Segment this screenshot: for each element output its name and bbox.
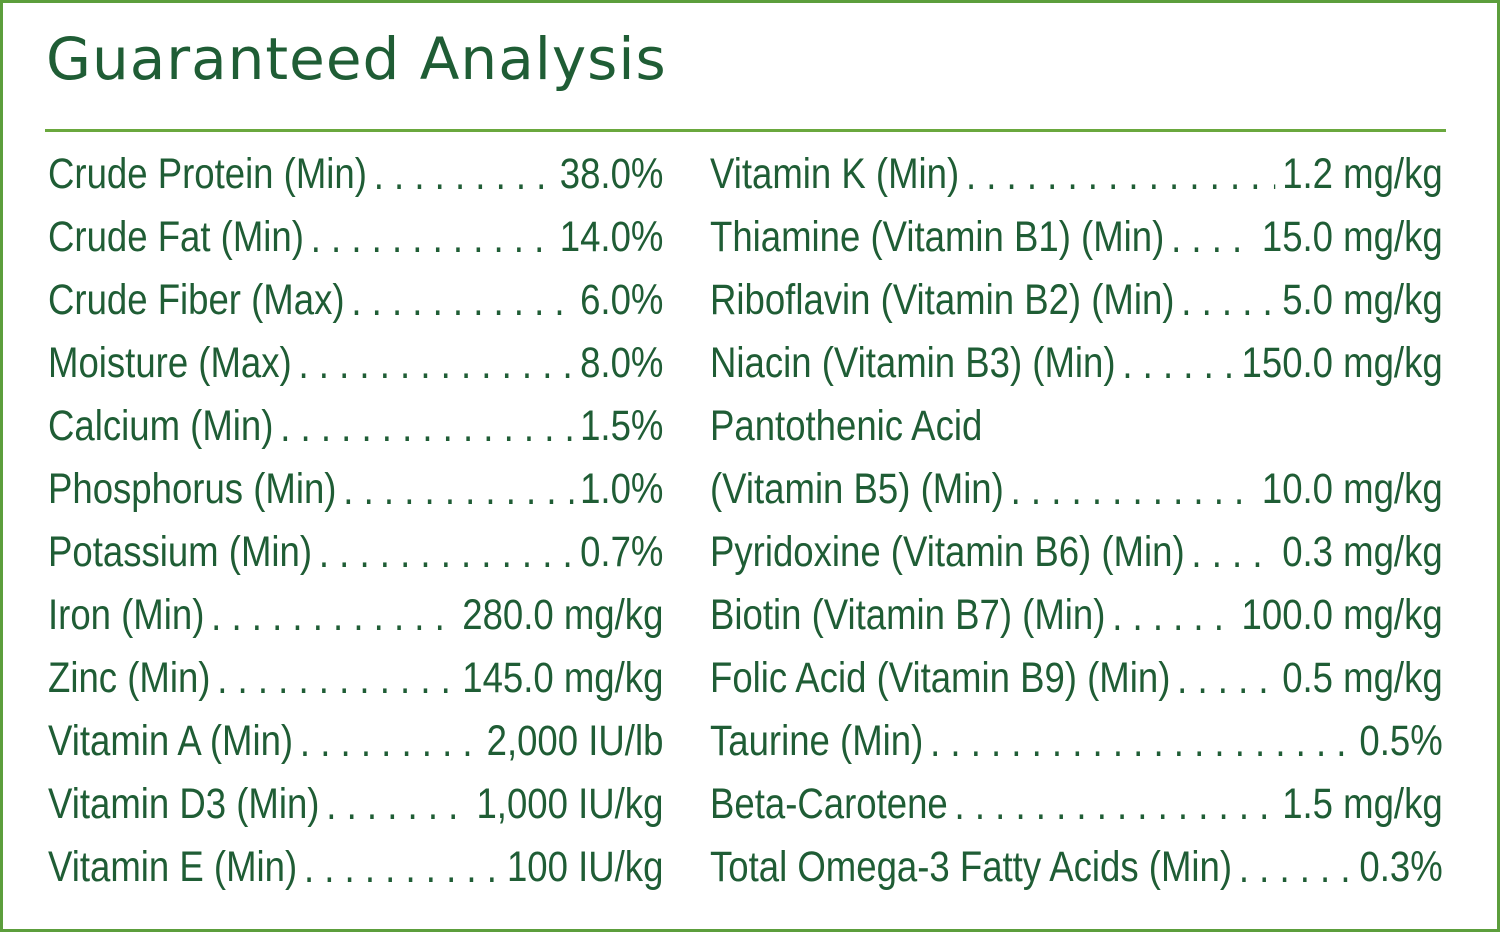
label: Niacin (Vitamin B3) (Min) bbox=[710, 339, 1116, 387]
value: 14.0% bbox=[559, 213, 664, 261]
leader bbox=[1122, 339, 1234, 389]
value: 1.0% bbox=[580, 465, 664, 513]
label: Biotin (Vitamin B7) (Min) bbox=[710, 591, 1106, 639]
leader bbox=[955, 780, 1276, 830]
value: 2,000 IU/lb bbox=[486, 717, 664, 765]
label: Zinc (Min) bbox=[48, 654, 211, 702]
row: Beta-Carotene 1.5 mg/kg bbox=[710, 773, 1443, 836]
label: Moisture (Max) bbox=[48, 339, 292, 387]
label: Calcium (Min) bbox=[48, 402, 274, 450]
row: Niacin (Vitamin B3) (Min) 150.0 mg/kg bbox=[710, 332, 1443, 395]
value: 38.0% bbox=[559, 150, 664, 198]
label: (Vitamin B5) (Min) bbox=[710, 465, 1004, 513]
value: 6.0% bbox=[580, 276, 664, 324]
leader bbox=[930, 717, 1353, 767]
divider bbox=[45, 129, 1446, 132]
label: Potassium (Min) bbox=[48, 528, 313, 576]
leader bbox=[311, 213, 553, 263]
label: Beta-Carotene bbox=[710, 780, 948, 828]
row: Crude Fat (Min) 14.0% bbox=[48, 206, 663, 269]
label: Pyridoxine (Vitamin B6) (Min) bbox=[710, 528, 1185, 576]
column: Vitamin K (Min) 1.2 mg/kg Thiamine (Vitami… bbox=[710, 143, 1443, 899]
label: Vitamin K (Min) bbox=[710, 150, 960, 198]
label: Pantothenic Acid bbox=[710, 402, 983, 450]
value: 10.0 mg/kg bbox=[1261, 465, 1443, 513]
row: Iron (Min) 280.0 mg/kg bbox=[48, 584, 663, 647]
leader bbox=[351, 276, 573, 326]
leader bbox=[319, 528, 573, 578]
value: 0.3 mg/kg bbox=[1282, 528, 1443, 576]
value: 100 IU/kg bbox=[506, 843, 664, 891]
leader bbox=[966, 150, 1275, 200]
label: Phosphorus (Min) bbox=[48, 465, 337, 513]
row: Total Omega-3 Fatty Acids (Min) 0.3% bbox=[710, 836, 1443, 899]
row: (Vitamin B5) (Min) 10.0 mg/kg bbox=[710, 458, 1443, 521]
value: 1.2 mg/kg bbox=[1282, 150, 1443, 198]
row: Calcium (Min) 1.5% bbox=[48, 395, 663, 458]
label: Riboflavin (Vitamin B2) (Min) bbox=[710, 276, 1175, 324]
row: Pantothenic Acid bbox=[710, 395, 1443, 458]
row: Crude Protein (Min) 38.0% bbox=[48, 143, 663, 206]
leader bbox=[1112, 591, 1235, 641]
value: 1.5% bbox=[580, 402, 664, 450]
row: Vitamin E (Min) 100 IU/kg bbox=[48, 836, 663, 899]
leader bbox=[217, 654, 455, 704]
value: 5.0 mg/kg bbox=[1282, 276, 1443, 324]
leader bbox=[1239, 843, 1353, 893]
value: 0.7% bbox=[580, 528, 664, 576]
row: Taurine (Min) 0.5% bbox=[710, 710, 1443, 773]
leader bbox=[374, 150, 553, 200]
label: Iron (Min) bbox=[48, 591, 205, 639]
row: Vitamin K (Min) 1.2 mg/kg bbox=[710, 143, 1443, 206]
row: Pyridoxine (Vitamin B6) (Min) 0.3 mg/kg bbox=[710, 521, 1443, 584]
leader bbox=[280, 402, 573, 452]
leader bbox=[211, 591, 455, 641]
row: Biotin (Vitamin B7) (Min) 100.0 mg/kg bbox=[710, 584, 1443, 647]
row: Riboflavin (Vitamin B2) (Min) 5.0 mg/kg bbox=[710, 269, 1443, 332]
label: Vitamin D3 (Min) bbox=[48, 780, 320, 828]
leader bbox=[1177, 654, 1275, 704]
row: Moisture (Max) 8.0% bbox=[48, 332, 663, 395]
label: Folic Acid (Vitamin B9) (Min) bbox=[710, 654, 1171, 702]
value: 0.5 mg/kg bbox=[1282, 654, 1443, 702]
row: Folic Acid (Vitamin B9) (Min) 0.5 mg/kg bbox=[710, 647, 1443, 710]
label: Crude Fiber (Max) bbox=[48, 276, 345, 324]
label: Vitamin A (Min) bbox=[48, 717, 294, 765]
row: Vitamin D3 (Min) 1,000 IU/kg bbox=[48, 773, 663, 836]
row: Zinc (Min) 145.0 mg/kg bbox=[48, 647, 663, 710]
label: Taurine (Min) bbox=[710, 717, 924, 765]
value: 145.0 mg/kg bbox=[462, 654, 664, 702]
value: 0.5% bbox=[1359, 717, 1443, 765]
value: 15.0 mg/kg bbox=[1261, 213, 1443, 261]
leader bbox=[1181, 276, 1275, 326]
value: 150.0 mg/kg bbox=[1241, 339, 1443, 387]
label: Crude Fat (Min) bbox=[48, 213, 304, 261]
label: Vitamin E (Min) bbox=[48, 843, 298, 891]
leader bbox=[1011, 465, 1255, 515]
value: 0.3% bbox=[1359, 843, 1443, 891]
leader bbox=[300, 717, 480, 767]
value: 280.0 mg/kg bbox=[462, 591, 664, 639]
row: Crude Fiber (Max) 6.0% bbox=[48, 269, 663, 332]
value: 1.5 mg/kg bbox=[1282, 780, 1443, 828]
leader bbox=[1171, 213, 1255, 263]
title: Guaranteed Analysis bbox=[46, 25, 667, 93]
row: Phosphorus (Min) 1.0% bbox=[48, 458, 663, 521]
leader bbox=[343, 465, 573, 515]
leader bbox=[326, 780, 469, 830]
value: 1,000 IU/kg bbox=[476, 780, 664, 828]
label: Total Omega-3 Fatty Acids (Min) bbox=[710, 843, 1233, 891]
leader bbox=[304, 843, 500, 893]
value: 8.0% bbox=[580, 339, 664, 387]
row: Vitamin A (Min) 2,000 IU/lb bbox=[48, 710, 663, 773]
row: Potassium (Min) 0.7% bbox=[48, 521, 663, 584]
leader bbox=[1191, 528, 1275, 578]
leader bbox=[298, 339, 573, 389]
column: Crude Protein (Min) 38.0% Crude Fat (Min) 1… bbox=[48, 143, 663, 899]
row: Thiamine (Vitamin B1) (Min) 15.0 mg/kg bbox=[710, 206, 1443, 269]
label: Crude Protein (Min) bbox=[48, 150, 367, 198]
label: Thiamine (Vitamin B1) (Min) bbox=[710, 213, 1165, 261]
value: 100.0 mg/kg bbox=[1241, 591, 1443, 639]
